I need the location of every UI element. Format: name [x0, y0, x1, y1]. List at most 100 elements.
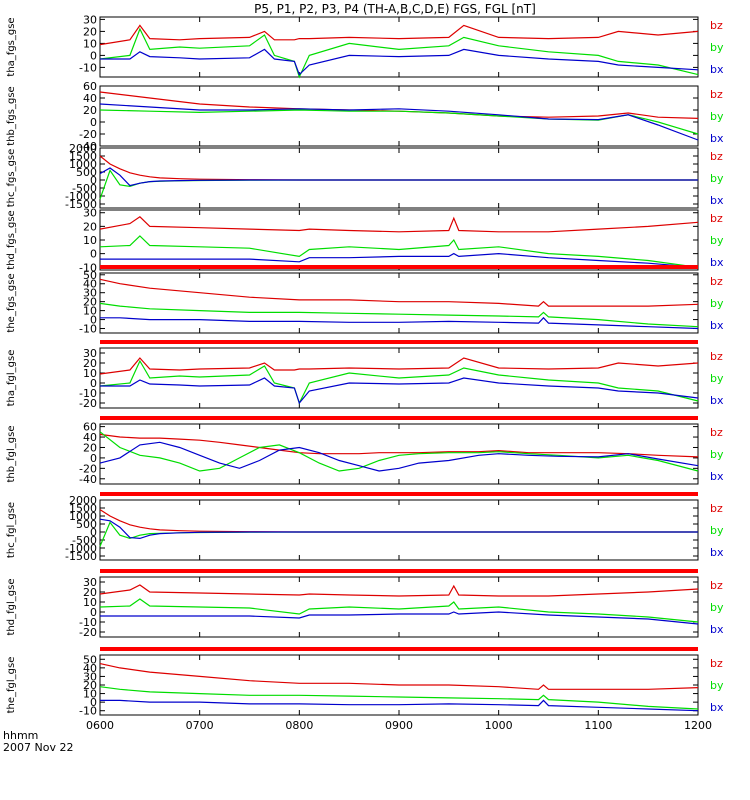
y-tick-label: -10 — [79, 616, 97, 629]
series-line-bx — [100, 252, 699, 268]
series-line-bx — [100, 699, 699, 712]
legend-bz: bz — [710, 88, 723, 101]
y-tick-label: 20 — [83, 441, 97, 454]
series-line-bz — [99, 278, 699, 307]
y-tick-label: 10 — [83, 688, 97, 701]
series-line-bx — [99, 441, 699, 472]
legend-bz: bz — [710, 212, 723, 225]
legend-bx: bx — [710, 470, 724, 483]
y-tick-label: -500 — [72, 182, 97, 195]
y-tick-label: -10 — [79, 61, 97, 74]
series-line-bz — [99, 91, 699, 119]
y-tick-label: 0 — [90, 248, 97, 261]
legend-bz: bz — [710, 275, 723, 288]
legend-bz: bz — [710, 502, 723, 515]
y-tick-label: 20 — [83, 220, 97, 233]
date-label: 2007 Nov 22 — [3, 741, 73, 754]
x-tick-label: 0900 — [385, 719, 413, 732]
y-tick-label: 10 — [83, 367, 97, 380]
y-tick-label: -1500 — [65, 550, 97, 563]
series-line-bz — [99, 433, 699, 458]
quality-flag-bar — [100, 340, 698, 344]
y-tick-label: 20 — [83, 25, 97, 38]
series-line-by — [99, 521, 698, 547]
time-axis: 0600 0700 0800 0900 1000 1100 1200 — [86, 719, 712, 732]
y-tick-label: 60 — [83, 421, 97, 434]
y-tick-label: 30 — [83, 670, 97, 683]
legend-by: by — [710, 41, 724, 54]
quality-flag-bar — [100, 265, 698, 269]
legend-bx: bx — [710, 546, 724, 559]
legend-by: by — [710, 679, 724, 692]
y-tick-label: 30 — [83, 347, 97, 360]
series-line-by — [99, 359, 699, 405]
series-line-by — [99, 431, 699, 472]
y-tick-label: 0 — [90, 696, 97, 709]
y-tick-label: 2000 — [69, 494, 97, 507]
y-tick-label: 30 — [83, 287, 97, 300]
legend-bx: bx — [710, 701, 724, 714]
y-tick-label: 20 — [83, 296, 97, 309]
panel-frame — [99, 272, 699, 334]
quality-flag-bar — [100, 416, 698, 420]
legend-bx: bx — [710, 319, 724, 332]
legend-bz: bz — [710, 426, 723, 439]
y-tick-label: 0 — [90, 526, 97, 539]
legend-bz: bz — [710, 657, 723, 670]
y-tick-label: 30 — [83, 207, 97, 220]
series-line-by — [99, 109, 699, 135]
series-line-bx — [100, 48, 699, 76]
chart-title: P5, P1, P2, P3, P4 (TH-A,B,C,D,E) FGS, F… — [254, 2, 536, 16]
series-line-bz — [99, 216, 699, 233]
panel-label: the_fgl_gse — [6, 657, 17, 714]
y-tick-label: 40 — [83, 278, 97, 291]
y-tick-label: 1500 — [69, 150, 97, 163]
y-tick-label: -20 — [79, 397, 97, 410]
y-tick-label: 40 — [83, 662, 97, 675]
y-tick-label: 0 — [90, 116, 97, 129]
legend-by: by — [710, 234, 724, 247]
series-line-by — [99, 169, 698, 200]
y-tick-label: 50 — [83, 269, 97, 282]
y-tick-label: 20 — [83, 586, 97, 599]
legend-bx: bx — [710, 256, 724, 269]
series-line-by — [99, 302, 699, 328]
y-tick-label: 500 — [76, 518, 97, 531]
time-axis-label: hhmm — [3, 729, 38, 742]
legend-by: by — [710, 601, 724, 614]
legend-bx: bx — [710, 63, 724, 76]
y-tick-label: 60 — [83, 80, 97, 93]
y-tick-label: 500 — [76, 166, 97, 179]
series-line-bx — [100, 611, 699, 625]
y-tick-label: 0 — [90, 174, 97, 187]
quality-flag-bar — [100, 569, 698, 573]
series-line-bz — [99, 155, 698, 181]
x-tick-label: 0700 — [186, 719, 214, 732]
y-tick-label: 20 — [83, 357, 97, 370]
y-tick-label: -1000 — [65, 542, 97, 555]
panel-label: the_fgs_gse — [6, 273, 17, 332]
y-tick-label: 20 — [83, 104, 97, 117]
panel-frame — [99, 85, 699, 147]
series-line-bz — [99, 663, 699, 690]
y-tick-label: 1000 — [69, 158, 97, 171]
y-tick-label: 40 — [83, 92, 97, 105]
panel-frame — [99, 423, 699, 485]
series-line-by — [99, 235, 699, 268]
series-line-by — [99, 686, 699, 710]
y-tick-label: 0 — [90, 49, 97, 62]
y-tick-label: 0 — [90, 314, 97, 327]
series-line-bx — [99, 167, 698, 187]
x-tick-label: 0600 — [86, 719, 114, 732]
panel-frame — [99, 499, 699, 561]
panel-label: tha_fgl_gse — [6, 350, 17, 407]
